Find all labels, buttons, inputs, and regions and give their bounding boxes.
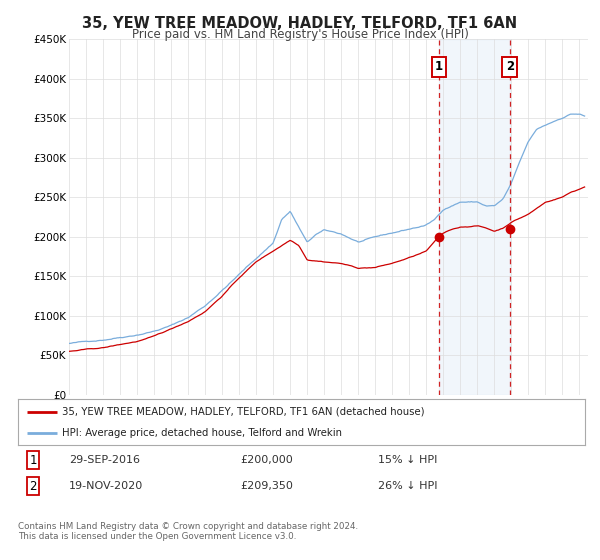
Text: Price paid vs. HM Land Registry's House Price Index (HPI): Price paid vs. HM Land Registry's House … bbox=[131, 28, 469, 41]
Bar bbox=[439, 39, 510, 395]
Text: Contains HM Land Registry data © Crown copyright and database right 2024.
This d: Contains HM Land Registry data © Crown c… bbox=[18, 522, 358, 542]
Text: 26% ↓ HPI: 26% ↓ HPI bbox=[378, 481, 437, 491]
Text: 35, YEW TREE MEADOW, HADLEY, TELFORD, TF1 6AN: 35, YEW TREE MEADOW, HADLEY, TELFORD, TF… bbox=[82, 16, 518, 31]
Text: 2: 2 bbox=[506, 60, 514, 73]
Text: £209,350: £209,350 bbox=[240, 481, 293, 491]
Text: 2: 2 bbox=[29, 479, 37, 493]
Text: 1: 1 bbox=[29, 454, 37, 467]
Text: 15% ↓ HPI: 15% ↓ HPI bbox=[378, 455, 437, 465]
Text: 29-SEP-2016: 29-SEP-2016 bbox=[69, 455, 140, 465]
Text: 35, YEW TREE MEADOW, HADLEY, TELFORD, TF1 6AN (detached house): 35, YEW TREE MEADOW, HADLEY, TELFORD, TF… bbox=[62, 407, 425, 417]
Text: £200,000: £200,000 bbox=[240, 455, 293, 465]
Text: HPI: Average price, detached house, Telford and Wrekin: HPI: Average price, detached house, Telf… bbox=[62, 428, 342, 438]
Text: 1: 1 bbox=[435, 60, 443, 73]
Text: 19-NOV-2020: 19-NOV-2020 bbox=[69, 481, 143, 491]
